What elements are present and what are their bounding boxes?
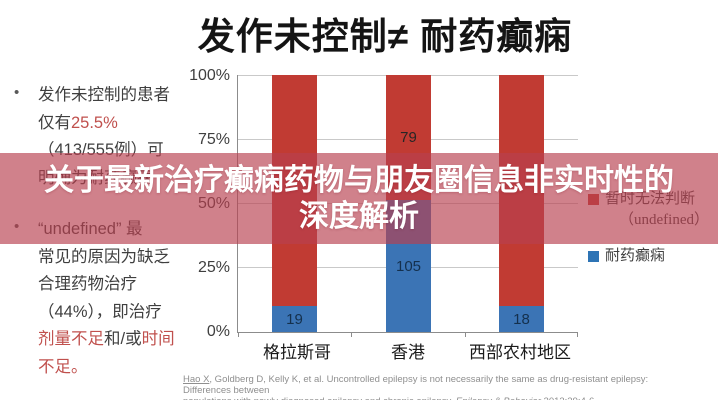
citation-line2: populations with newly diagnosed epileps… [183,396,695,400]
citation-line2-prefix: populations with newly diagnosed epileps… [183,396,456,400]
watermark-banner-overlay: 关于最新治疗癫痫药物与朋友圈信息非实时性的 深度解析 [0,153,718,244]
bullet2-line5-mid: 和/或 [104,330,142,348]
bullet1-line2-highlight: 25.5% [71,113,118,132]
x-tick [465,332,466,337]
y-tick-100: 100% [189,67,230,84]
citation-line1: Hao X, Goldberg D, Kelly K, et al. Uncon… [183,374,695,396]
y-tick-0: 0% [206,323,230,340]
x-tick [238,332,239,337]
x-label-west-rural: 西部农村地区 [469,343,571,362]
citation-journal-italic: Epilepsy & Behavior [456,396,541,400]
bullet2-line5-red2: 时间 [141,330,175,348]
x-tick [577,332,578,337]
bullet1-line2-prefix: 仅有 [38,113,71,132]
legend-swatch-blue [588,251,599,262]
y-tick-25: 25% [197,259,230,276]
bullet1-line1: 发作未控制的患者 [38,86,170,104]
bar-label: 19 [286,310,303,328]
slide-title: 发作未控制≠ 耐药癫痫 [197,16,573,57]
citation-author-underlined: Hao X [183,374,210,385]
bar-label: 79 [400,129,417,146]
bullet2-line5-red1: 剂量不足 [38,330,104,348]
bar-label: 105 [395,257,422,275]
bullet2-line5: 剂量不足和/或时间 [38,326,182,354]
x-label-hongkong: 香港 [391,343,425,362]
banner-line2: 深度解析 [299,199,419,233]
legend-item-drug-resistant: 耐药癫痫 [588,246,709,267]
citation-line2-suffix: 2013;29:4-6 [541,396,595,400]
bullet1-line2: 仅有25.5% [38,110,182,138]
bar-west-rural-drug-resistant-segment: 18 [499,306,544,332]
bullet2-line2: 常见的原因为缺乏 [38,247,170,266]
y-tick-75: 75% [197,131,230,148]
citation-line1-rest: , Goldberg D, Kelly K, et al. Uncontroll… [183,374,649,396]
banner-line1: 关于最新治疗癫痫药物与朋友圈信息非实时性的 [44,163,674,197]
legend-label: 耐药癫痫 [605,248,666,264]
bullet-marker: • [14,84,20,101]
bullet2-line6: 不足。 [38,357,88,376]
x-tick [351,332,352,337]
bar-glasgow-drug-resistant-segment: 19 [272,306,317,332]
x-label-glasgow: 格拉斯哥 [263,343,331,362]
bullet2-line3: 合理药物治疗 [38,275,137,293]
citation-footer: Hao X, Goldberg D, Kelly K, et al. Uncon… [183,374,695,400]
bullet2-line4: （44%），即治疗 [38,302,162,321]
bar-label: 18 [513,310,530,328]
